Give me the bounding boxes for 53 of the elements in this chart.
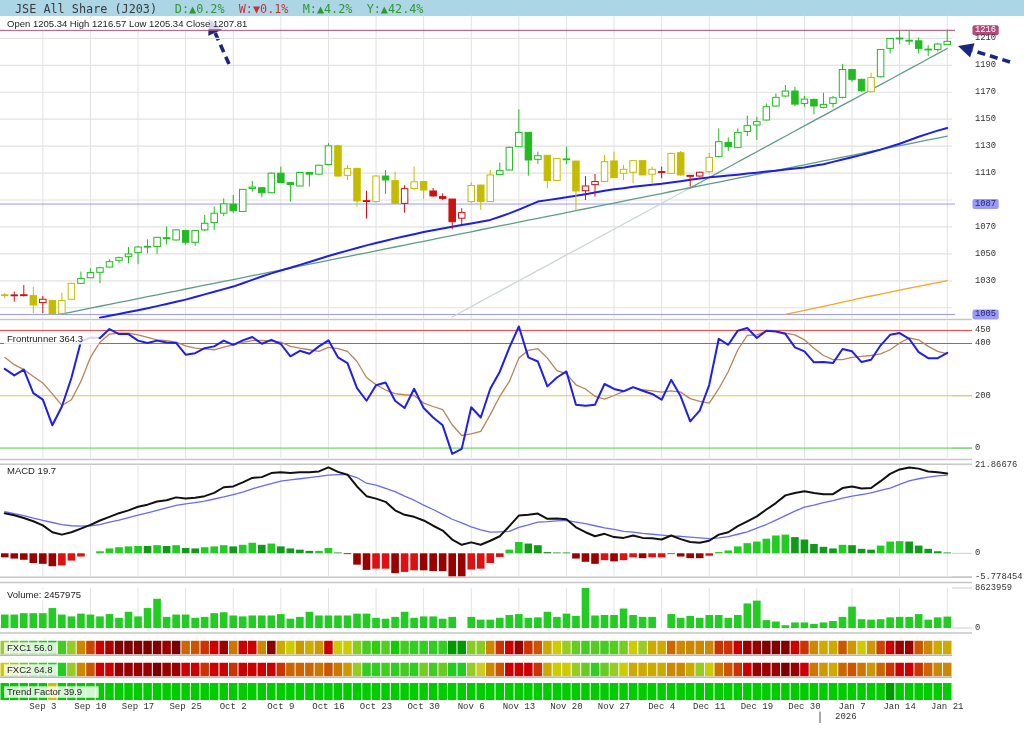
- x-tick-label: Dec 30: [788, 701, 821, 712]
- x-tick-label: Jan 14: [883, 701, 916, 712]
- x-tick-label: Oct 2: [219, 701, 247, 712]
- x-tick-label: Dec 19: [740, 701, 774, 712]
- category-label: D:▲0.2%: [174, 1, 225, 16]
- category-label: W:▼0.1%: [238, 1, 289, 16]
- y-tick-label: 0: [975, 443, 981, 454]
- x-tick-label: Sep 3: [29, 701, 57, 712]
- x-tick-label: Oct 23: [359, 701, 393, 712]
- chart-title: Trend Factor 39.9: [7, 685, 83, 697]
- y-tick-label: 1170: [975, 87, 997, 98]
- y-tick-label: 400: [975, 338, 991, 349]
- x-tick-label: Dec 11: [693, 701, 726, 712]
- y-tick-label: 1050: [975, 248, 997, 259]
- y-tick-label: 1030: [975, 275, 997, 286]
- x-tick-label: Oct 30: [407, 701, 440, 712]
- x-tick-label: Nov 6: [457, 701, 485, 712]
- y-tick-label: 1130: [975, 141, 997, 152]
- x-tick-label: Oct 9: [267, 701, 295, 712]
- ref-line-label: 1005: [975, 309, 997, 320]
- x-tick-label: Nov 20: [550, 701, 583, 712]
- x-tick-label: Jan 7: [838, 701, 866, 712]
- chart-title: Volume: 2457975: [7, 588, 81, 600]
- y-tick-label: 21.86676: [975, 459, 1018, 470]
- y-tick-label: 0: [975, 623, 981, 633]
- y-tick-label: 1210: [975, 33, 997, 44]
- y-tick-label: 1070: [975, 221, 997, 232]
- chart-title: FXC1 56.0: [7, 641, 53, 653]
- y-tick-label: 200: [975, 390, 991, 401]
- chart-title: FXC2 64.8: [7, 663, 53, 675]
- x-tick-label: Nov 13: [502, 701, 536, 712]
- ref-line-label: 1087: [975, 199, 997, 210]
- y-tick-label: 8623959: [975, 583, 1012, 593]
- text: JSE All Share (J203): [15, 1, 158, 16]
- y-tick-label: 1110: [975, 168, 997, 179]
- y-tick-label: 1150: [975, 114, 997, 125]
- y-tick-label: 1190: [975, 60, 997, 71]
- x-tick-label: Sep 10: [74, 701, 107, 712]
- x-tick-label: Dec 4: [648, 701, 676, 712]
- y-tick-label: 450: [975, 325, 991, 336]
- category-label: Y:▲42.4%: [366, 1, 424, 16]
- chart-title: Open 1205.34 High 1216.57 Low 1205.34 Close 1207.81: [7, 17, 248, 29]
- text: 2026: [835, 712, 857, 722]
- x-tick-label: Sep 17: [121, 701, 155, 712]
- y-tick-label: 0: [975, 548, 981, 559]
- x-tick-label: Nov 27: [597, 701, 631, 712]
- x-tick-label: Sep 25: [169, 701, 202, 712]
- x-tick-label: Jan 21: [931, 701, 964, 712]
- y-tick-label: -5.778454: [975, 571, 1023, 582]
- category-label: M:▲4.2%: [302, 1, 353, 16]
- chart-title: MACD 19.7: [7, 465, 57, 476]
- x-tick-label: Oct 16: [312, 701, 345, 712]
- text: Frontrunner 364.3: [7, 332, 84, 344]
